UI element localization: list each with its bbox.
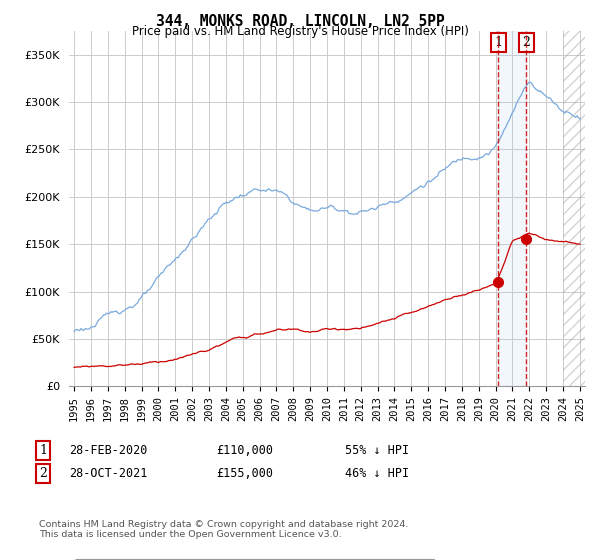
Text: £155,000: £155,000: [216, 466, 273, 480]
Bar: [499, 31, 526, 386]
Bar: [563, 31, 589, 386]
Text: 1: 1: [39, 444, 47, 458]
Bar: [563, 31, 589, 386]
Text: 28-OCT-2021: 28-OCT-2021: [69, 466, 148, 480]
Text: Price paid vs. HM Land Registry's House Price Index (HPI): Price paid vs. HM Land Registry's House …: [131, 25, 469, 38]
Text: 46% ↓ HPI: 46% ↓ HPI: [345, 466, 409, 480]
Text: 2: 2: [523, 36, 530, 49]
Text: £110,000: £110,000: [216, 444, 273, 458]
Text: 55% ↓ HPI: 55% ↓ HPI: [345, 444, 409, 458]
Text: Contains HM Land Registry data © Crown copyright and database right 2024.
This d: Contains HM Land Registry data © Crown c…: [39, 520, 409, 539]
Text: 2: 2: [39, 466, 47, 480]
Text: 1: 1: [494, 36, 502, 49]
Text: 344, MONKS ROAD, LINCOLN, LN2 5PP: 344, MONKS ROAD, LINCOLN, LN2 5PP: [155, 14, 445, 29]
Legend: 344, MONKS ROAD, LINCOLN, LN2 5PP (detached house), HPI: Average price, detached: 344, MONKS ROAD, LINCOLN, LN2 5PP (detac…: [74, 559, 436, 560]
Text: 28-FEB-2020: 28-FEB-2020: [69, 444, 148, 458]
